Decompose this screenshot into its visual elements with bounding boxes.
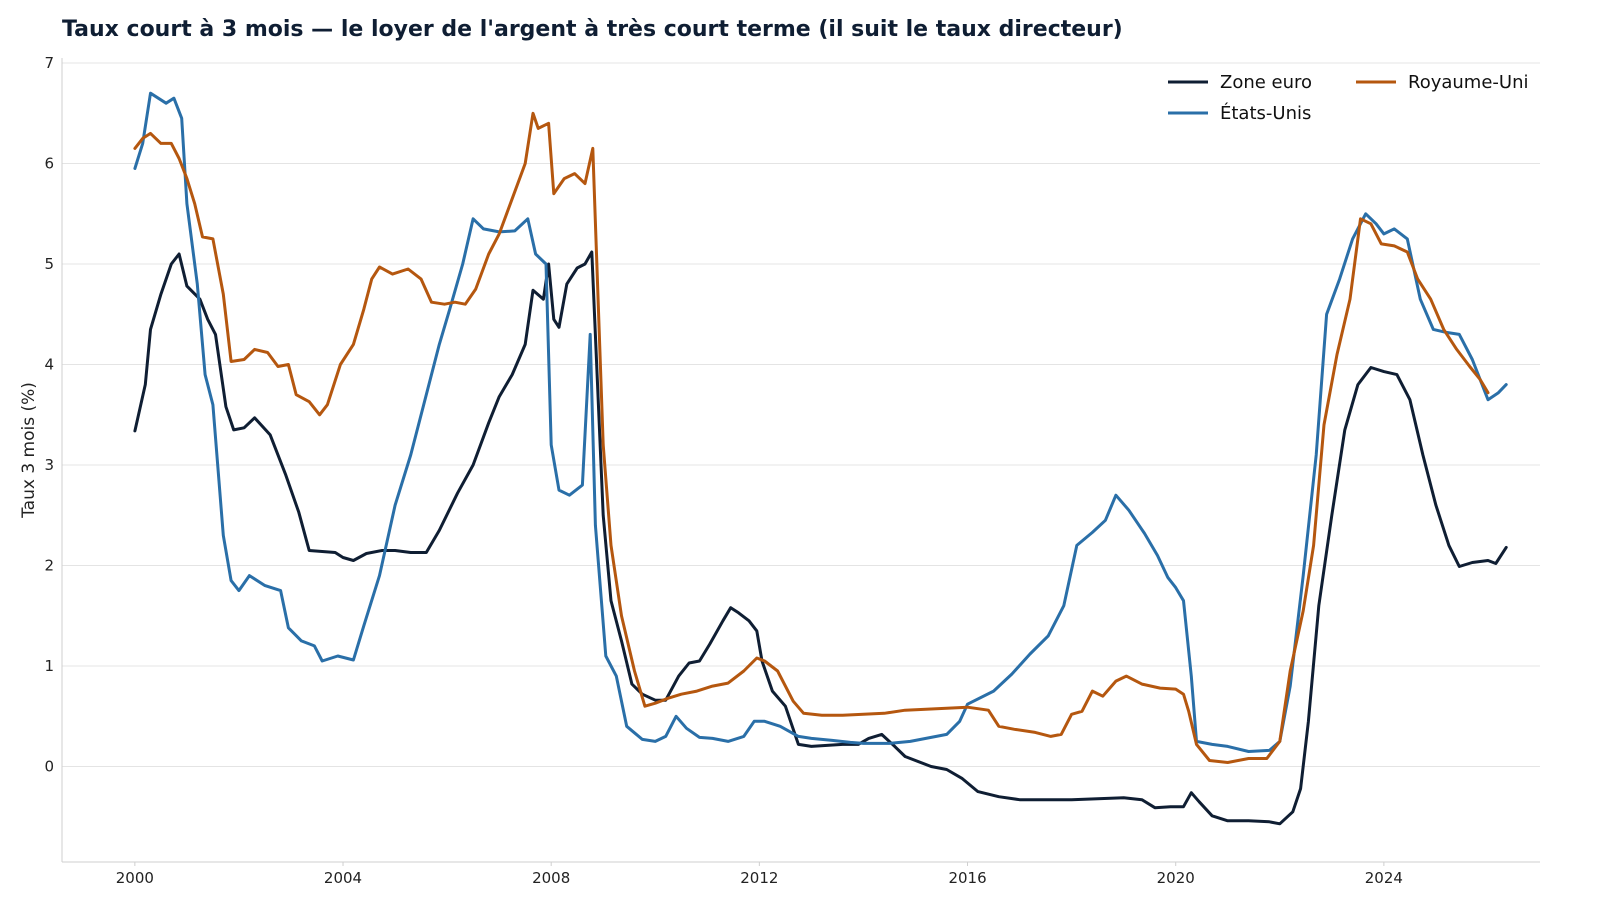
axes — [61, 58, 1540, 863]
y-tick-label: 6 — [44, 155, 54, 173]
chart-title: Taux court à 3 mois — le loyer de l'arge… — [62, 17, 1123, 42]
y-tick-label: 3 — [44, 456, 54, 474]
y-tick-label: 4 — [44, 356, 54, 374]
series-line-1 — [133, 91, 1508, 753]
x-tick-label: 2020 — [1157, 869, 1195, 887]
series-lines — [133, 91, 1508, 826]
y-tick-label: 1 — [44, 657, 54, 675]
x-tick-label: 2016 — [948, 869, 986, 887]
y-axis-ticks: 0 1 2 3 4 5 6 7 — [44, 54, 54, 776]
x-axis-ticks: 2000 2004 2008 2012 2016 2020 2024 — [116, 862, 1403, 887]
y-tick-label: 2 — [44, 557, 54, 575]
x-tick-label: 2000 — [116, 869, 154, 887]
legend-label-0: Zone euro — [1220, 72, 1312, 93]
x-tick-label: 2004 — [324, 869, 362, 887]
y-tick-label: 0 — [44, 758, 54, 776]
series-line-0 — [133, 250, 1508, 826]
x-tick-label: 2008 — [532, 869, 570, 887]
y-tick-label: 5 — [44, 255, 54, 273]
y-axis-label: Taux 3 mois (%) — [19, 382, 39, 519]
x-tick-label: 2012 — [740, 869, 778, 887]
legend-label-1: États-Unis — [1220, 102, 1311, 124]
legend-label-2: Royaume-Uni — [1408, 72, 1529, 93]
legend: Zone euro États-Unis Royaume-Uni — [1168, 72, 1529, 124]
series-line-2 — [133, 111, 1490, 764]
y-tick-label: 7 — [44, 54, 54, 72]
x-tick-label: 2024 — [1365, 869, 1403, 887]
gridlines — [62, 62, 1540, 768]
